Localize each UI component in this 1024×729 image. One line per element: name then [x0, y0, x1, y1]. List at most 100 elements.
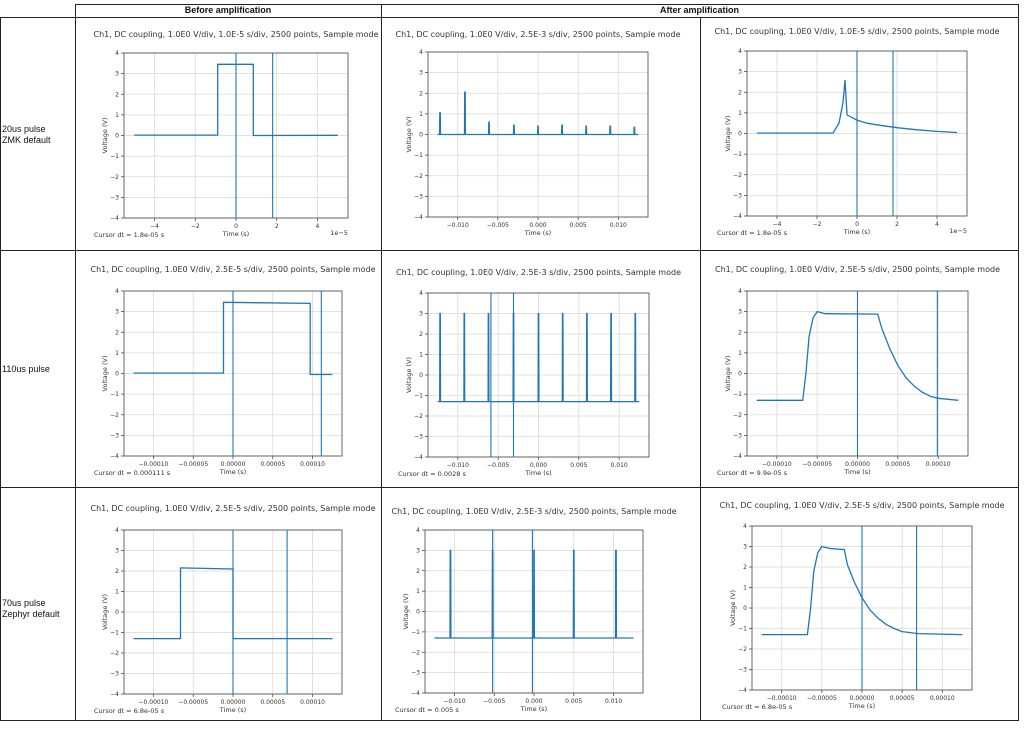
x-tick-label: 0.000	[529, 222, 546, 229]
y-tick-label: 0	[743, 605, 747, 612]
y-tick-label: −1	[411, 629, 420, 636]
y-axis-label: Voltage (V)	[729, 590, 737, 626]
x-tick-label: −0.005	[483, 698, 505, 705]
y-tick-label: 4	[419, 290, 423, 297]
x-tick-label: −4	[773, 221, 782, 228]
x-tick-label: 0.00005	[260, 699, 285, 706]
y-tick-label: 4	[738, 288, 742, 295]
x-tick-label: 0.00010	[300, 461, 325, 468]
chart-title: Ch1, DC coupling, 1.0E0 V/div, 2.5E-5 s/…	[715, 265, 1000, 274]
x-tick-label: −0.00010	[767, 695, 797, 702]
y-tick-label: −3	[110, 432, 119, 439]
cursor-dt-readout: Cursor dt = 1.8e-05 s	[94, 231, 165, 239]
y-tick-label: 1	[115, 350, 119, 357]
cursor-dt-readout: Cursor dt = 0.000111 s	[94, 469, 171, 477]
cursor-dt-readout: Cursor dt = 0.005 s	[395, 706, 459, 714]
y-tick-label: −1	[110, 391, 119, 398]
chart-4: Ch1, DC coupling, 1.0E0 V/div, 2.5E-5 s/…	[90, 265, 375, 477]
y-tick-label: 0	[115, 609, 119, 616]
chart-5: Ch1, DC coupling, 1.0E0 V/div, 2.5E-3 s/…	[396, 268, 681, 478]
y-tick-label: 2	[115, 568, 119, 575]
chart-title: Ch1, DC coupling, 1.0E0 V/div, 2.5E-5 s/…	[719, 501, 1004, 510]
waveform-trace	[437, 91, 639, 136]
y-tick-label: −2	[733, 412, 742, 419]
y-tick-label: 2	[115, 91, 119, 98]
y-tick-label: 4	[115, 50, 119, 57]
y-tick-label: 2	[419, 331, 423, 338]
y-tick-label: 2	[738, 329, 742, 336]
y-tick-label: 3	[115, 309, 119, 316]
y-tick-label: 4	[743, 523, 747, 530]
y-tick-label: −4	[110, 691, 119, 698]
chart-1: Ch1, DC coupling, 1.0E0 V/div, 1.0E-5 s/…	[93, 30, 378, 239]
table-border-right	[1018, 4, 1019, 721]
x-axis-label: Time (s)	[524, 229, 551, 237]
x-tick-label: 0	[234, 223, 238, 230]
y-tick-label: 1	[419, 111, 423, 118]
x-tick-label: −0.00005	[807, 695, 837, 702]
y-tick-label: 3	[416, 547, 420, 554]
row-label-20us: 20us pulse ZMK default	[2, 124, 51, 145]
x-tick-label: 0.000	[530, 462, 547, 469]
x-tick-label: −0.00010	[762, 461, 792, 468]
y-tick-label: −1	[733, 391, 742, 398]
y-tick-label: 0	[419, 132, 423, 139]
waveform-trace	[133, 567, 333, 640]
x-tick-label: −0.005	[487, 462, 509, 469]
header-before-amplification: Before amplification	[184, 5, 272, 15]
x-tick-label: 2	[275, 223, 279, 230]
x-tick-label: 0.00005	[885, 461, 910, 468]
y-tick-label: −2	[110, 412, 119, 419]
y-tick-label: −2	[411, 649, 420, 656]
y-tick-label: −1	[414, 152, 423, 159]
y-tick-label: −3	[414, 193, 423, 200]
x-tick-label: 0.00010	[926, 461, 951, 468]
x-tick-label: −0.010	[443, 698, 465, 705]
plot-frame	[427, 51, 649, 218]
chart-7: Ch1, DC coupling, 1.0E0 V/div, 2.5E-5 s/…	[90, 504, 375, 715]
y-tick-label: 3	[743, 544, 747, 551]
y-tick-label: −4	[733, 453, 742, 460]
y-tick-label: 3	[419, 70, 423, 77]
y-tick-label: −2	[738, 646, 747, 653]
y-tick-label: 0	[416, 609, 420, 616]
x-tick-label: −0.010	[447, 462, 469, 469]
table-border-col1	[75, 4, 76, 721]
chart-6: Ch1, DC coupling, 1.0E0 V/div, 2.5E-5 s/…	[715, 265, 1000, 477]
y-tick-label: 1	[743, 585, 747, 592]
y-axis-label: Voltage (V)	[405, 117, 413, 153]
x-tick-label: 0.00005	[890, 695, 915, 702]
y-axis-label: Voltage (V)	[724, 116, 732, 152]
x-tick-label: 0.010	[611, 462, 628, 469]
y-tick-label: −1	[110, 630, 119, 637]
y-tick-label: −4	[110, 453, 119, 460]
x-axis-label: Time (s)	[222, 230, 249, 238]
table-border-row2	[0, 487, 1018, 488]
cursor-dt-readout: Cursor dt = 9.9e-05 s	[717, 469, 788, 477]
waveform-trace	[756, 310, 959, 401]
x-tick-label: −0.010	[447, 222, 469, 229]
y-axis-label: Voltage (V)	[405, 357, 413, 393]
y-tick-label: 2	[115, 329, 119, 336]
y-tick-label: 1	[738, 350, 742, 357]
x-tick-label: 0.00000	[850, 695, 875, 702]
x-tick-label: 0.005	[565, 698, 582, 705]
y-tick-label: 1	[419, 352, 423, 359]
cursor-dt-readout: Cursor dt = 0.0028 s	[398, 470, 466, 478]
chart-2: Ch1, DC coupling, 1.0E0 V/div, 2.5E-3 s/…	[395, 30, 680, 237]
y-tick-label: −3	[110, 671, 119, 678]
y-tick-label: 3	[738, 69, 742, 76]
y-tick-label: 0	[419, 372, 423, 379]
chart-title: Ch1, DC coupling, 1.0E0 V/div, 2.5E-3 s/…	[396, 268, 681, 277]
x-tick-label: 0.005	[570, 462, 587, 469]
y-tick-label: −3	[110, 194, 119, 201]
x-tick-label: −0.00005	[178, 461, 208, 468]
plot-frame	[427, 292, 650, 458]
cursor-dt-readout: Cursor dt = 1.8e-05 s	[717, 229, 788, 237]
y-tick-label: −3	[414, 434, 423, 441]
waveform-trace	[757, 79, 958, 134]
y-tick-label: 3	[738, 309, 742, 316]
chart-title: Ch1, DC coupling, 1.0E0 V/div, 2.5E-5 s/…	[90, 504, 375, 513]
y-tick-label: −3	[733, 192, 742, 199]
x-tick-label: −0.005	[487, 222, 509, 229]
